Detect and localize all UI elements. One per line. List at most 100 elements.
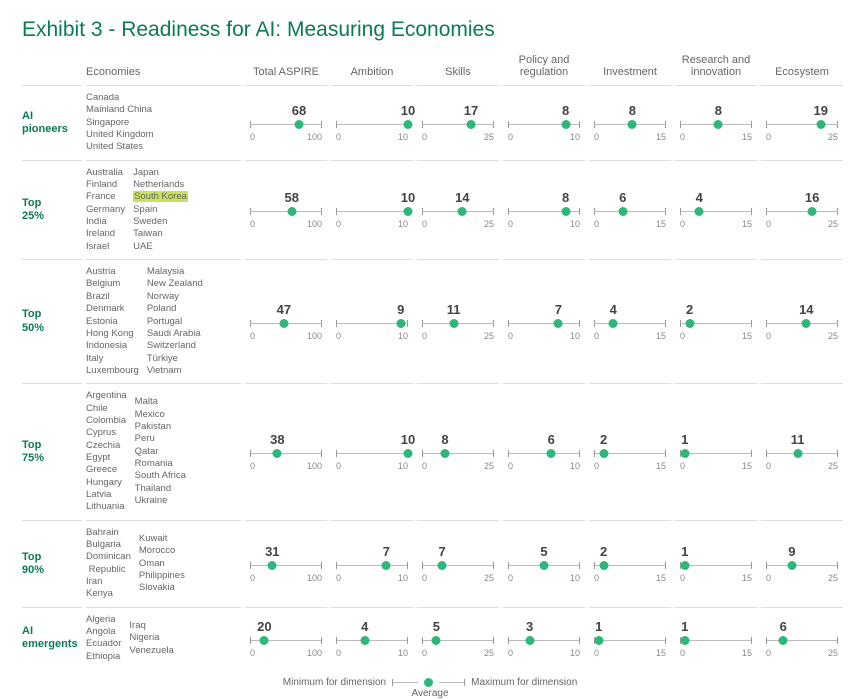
economy-name: Dominican Republic (86, 551, 131, 576)
metric-value: 4 (696, 190, 703, 205)
economy-name: Hong Kong (86, 328, 139, 340)
range-track (250, 447, 322, 461)
metric-cell: 4015 (589, 260, 671, 384)
average-dot-icon (808, 207, 817, 216)
metric-value: 31 (265, 544, 279, 559)
tier-label: Top75% (22, 384, 82, 520)
tier-label: Top25% (22, 161, 82, 260)
axis-labels: 010 (336, 648, 408, 658)
average-dot-icon (268, 561, 277, 570)
average-dot-icon (438, 561, 447, 570)
metric-value: 2 (600, 432, 607, 447)
metric-value: 1 (681, 544, 688, 559)
header-metric: Ecosystem (761, 56, 843, 86)
average-dot-icon (793, 449, 802, 458)
average-dot-icon (802, 319, 811, 328)
range-track (594, 559, 666, 573)
metric-cell: 16 025 (761, 161, 843, 260)
metric-cell: 14025 (417, 161, 499, 260)
average-dot-icon (360, 636, 369, 645)
metric-cell: 11025 (761, 384, 843, 520)
economies-cell: AustraliaFinlandFranceGermanyIndiaIrelan… (86, 161, 241, 260)
economy-name: Hungary (86, 477, 127, 489)
metric-value: 1 (595, 619, 602, 634)
economy-name: India (86, 216, 125, 228)
axis-labels: 015 (680, 461, 752, 471)
economy-name: Malta (135, 396, 186, 408)
economy-name: Bahrain (86, 527, 131, 539)
metric-value: 1 (681, 432, 688, 447)
axis-labels: 025 (422, 132, 494, 142)
economy-name: Kenya (86, 588, 131, 600)
axis-labels: 025 (766, 573, 838, 583)
metric-cell: 2015 (589, 384, 671, 520)
economy-name: Spain (133, 204, 188, 216)
axis-labels: 015 (680, 648, 752, 658)
economy-name: Norway (147, 291, 203, 303)
average-dot-icon (554, 319, 563, 328)
economies-cell: AustriaBelgiumBrazilDenmarkEstoniaHong K… (86, 260, 241, 384)
metric-value: 10 (401, 190, 415, 205)
metric-cell: 8025 (417, 384, 499, 520)
economy-name: Switzerland (147, 340, 203, 352)
metric-value: 5 (433, 619, 440, 634)
range-track (508, 447, 580, 461)
header-metric: Ambition (331, 56, 413, 86)
metric-cell: 8015 (589, 86, 671, 161)
economy-name: Australia (86, 167, 125, 179)
range-track (336, 205, 408, 219)
metric-value: 4 (361, 619, 368, 634)
range-track (336, 447, 408, 461)
range-track (594, 205, 666, 219)
economy-name: Venezuela (129, 645, 173, 657)
average-dot-icon (695, 207, 704, 216)
metric-cell: 1015 (675, 608, 757, 669)
metric-value: 2 (600, 544, 607, 559)
economy-name: France (86, 191, 125, 203)
average-dot-icon (396, 319, 405, 328)
metric-value: 4 (610, 302, 617, 317)
header-economies: Economies (86, 56, 241, 86)
economy-name: Japan (133, 167, 188, 179)
metric-cell: 11025 (417, 260, 499, 384)
range-track (766, 317, 838, 331)
metric-value: 16 (805, 190, 819, 205)
axis-labels: 025 (422, 648, 494, 658)
economy-name: Pakistan (135, 421, 186, 433)
range-track (766, 205, 838, 219)
range-track (680, 317, 752, 331)
axis-labels: 0100 (250, 219, 322, 229)
metric-value: 9 (788, 544, 795, 559)
legend-track-left (392, 682, 418, 683)
axis-labels: 025 (766, 219, 838, 229)
average-dot-icon (458, 207, 467, 216)
economy-name: Peru (135, 433, 186, 445)
metric-value: 14 (455, 190, 469, 205)
axis-labels: 025 (766, 461, 838, 471)
metric-cell: 6015 (589, 161, 671, 260)
economy-name: Ireland (86, 228, 125, 240)
average-dot-icon (466, 120, 475, 129)
average-dot-icon (599, 561, 608, 570)
metric-value: 38 (270, 432, 284, 447)
economy-name: Singapore (86, 117, 154, 129)
economy-name: Iraq (129, 620, 173, 632)
economy-name: UAE (133, 241, 188, 253)
axis-labels: 015 (594, 132, 666, 142)
metric-value: 14 (799, 302, 813, 317)
economy-name: Czechia (86, 440, 127, 452)
range-track (250, 118, 322, 132)
metric-cell: 4 010 (331, 608, 413, 669)
axis-labels: 010 (508, 648, 580, 658)
economy-name: Oman (139, 558, 185, 570)
economy-name: Sweden (133, 216, 188, 228)
economy-name: Italy (86, 353, 139, 365)
metric-cell: 9 025 (761, 521, 843, 608)
metric-cell: 8010 (503, 161, 585, 260)
legend-dot-icon (424, 678, 433, 687)
economy-name: Poland (147, 303, 203, 315)
average-dot-icon (525, 636, 534, 645)
range-track (766, 559, 838, 573)
range-track (508, 634, 580, 648)
metric-cell: 4015 (675, 161, 757, 260)
